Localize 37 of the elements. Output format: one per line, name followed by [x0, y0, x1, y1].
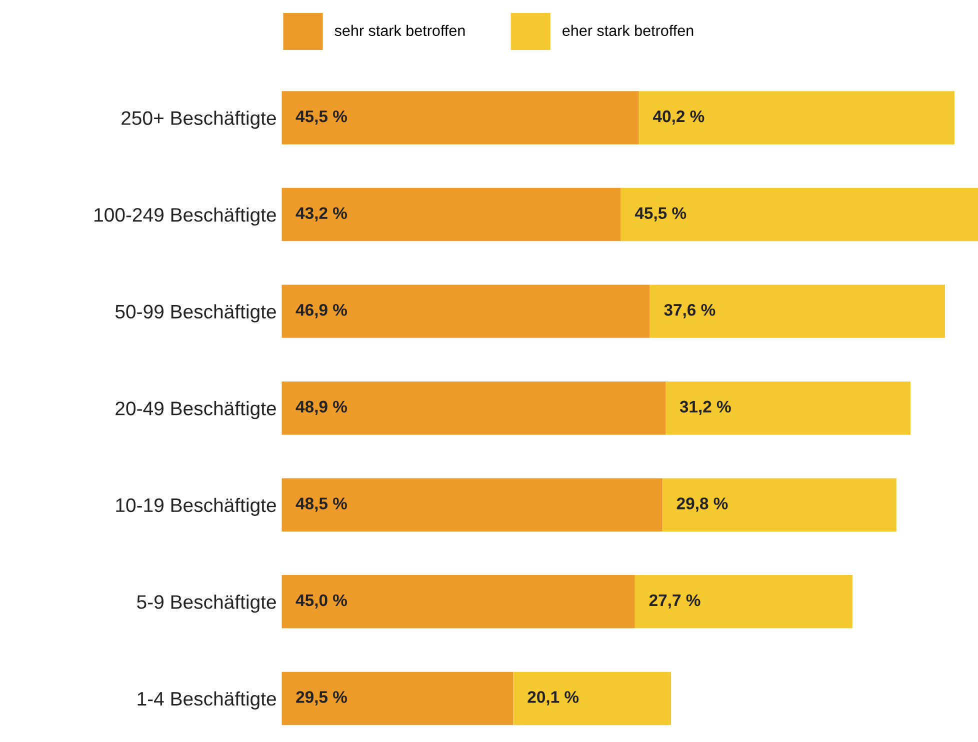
data-label: 37,6 % — [664, 304, 716, 318]
data-label: 43,2 % — [296, 207, 347, 222]
y-tick-label: 10-19 Beschäftigte — [116, 498, 276, 516]
data-label: 29,5 % — [296, 691, 347, 706]
bar — [662, 478, 896, 532]
data-label: 45,5 % — [296, 110, 347, 125]
bar — [620, 188, 978, 242]
bar — [282, 575, 635, 628]
y-tick-label: 250+ Beschäftigte — [122, 110, 276, 129]
y-tick-label: 20-49 Beschäftigte — [116, 401, 276, 420]
y-tick-label: 5-9 Beschäftigte — [137, 594, 276, 613]
data-label: 29,8 % — [676, 498, 728, 512]
bar — [282, 284, 650, 338]
data-label: 45,0 % — [296, 594, 347, 609]
data-label: 27,7 % — [649, 594, 700, 609]
data-label: 20,1 % — [528, 691, 579, 706]
bar — [513, 672, 672, 726]
bar — [282, 381, 666, 435]
data-label: 31,2 % — [680, 400, 731, 415]
y-tick-label: 100-249 Beschäftigte — [94, 207, 276, 226]
bar — [282, 478, 662, 532]
bar — [282, 188, 621, 242]
legend-label: sehr stark betroffen — [334, 24, 465, 36]
y-tick-label: 1-4 Beschäftigte — [138, 691, 276, 710]
data-label: 46,9 % — [296, 304, 347, 318]
data-label: 45,5 % — [634, 207, 686, 222]
bar — [666, 381, 910, 435]
bar — [638, 91, 954, 144]
legend-label: eher stark betroffen — [562, 24, 694, 36]
data-label: 48,9 % — [296, 400, 347, 415]
data-label: 40,2 % — [653, 110, 704, 125]
y-tick-label: 50-99 Beschäftigte — [115, 304, 276, 322]
bar — [282, 91, 639, 144]
bar — [282, 672, 514, 726]
bar — [634, 575, 852, 628]
data-label: 48,5 % — [296, 498, 347, 512]
bar — [650, 284, 946, 338]
